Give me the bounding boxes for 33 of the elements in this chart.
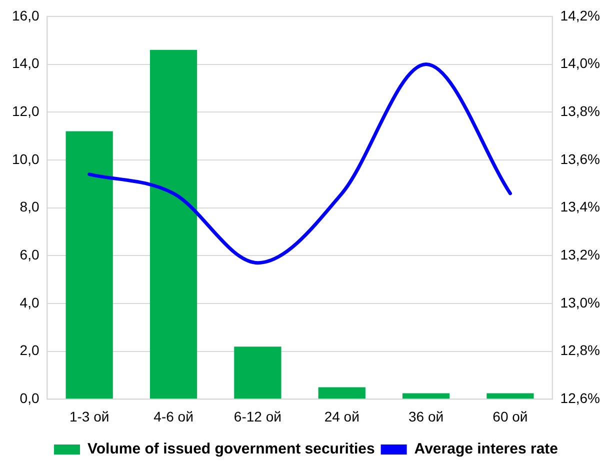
y-tick-label: 2,0	[20, 342, 40, 358]
y2-tick-label: 14,0%	[560, 55, 600, 72]
x-tick-label: 4-6 ой	[154, 408, 194, 424]
bar	[402, 393, 450, 399]
y-tick-label: 8,0	[20, 198, 40, 215]
y2-tick-label: 13,4%	[560, 198, 600, 215]
y2-tick-label: 13,8%	[560, 102, 600, 119]
y-tick-label: 4,0	[20, 294, 40, 310]
x-tick-label: 6-12 ой	[234, 408, 282, 424]
y2-tick-label: 12,8%	[560, 342, 600, 358]
y-tick-label: 16,0	[12, 7, 40, 24]
y-tick-label: 6,0	[20, 246, 40, 263]
bar	[318, 387, 366, 399]
y2-tick-label: 13,2%	[560, 246, 600, 263]
y2-tick-label: 13,0%	[560, 294, 600, 310]
bar	[234, 346, 282, 399]
y-tick-label: 0,0	[20, 390, 40, 406]
y2-tick-label: 14,2%	[560, 7, 600, 24]
y2-tick-label: 13,6%	[560, 150, 600, 167]
x-tick-label: 36 ой	[408, 408, 444, 424]
x-tick-label: 24 ой	[324, 408, 360, 424]
bar	[486, 393, 534, 399]
x-tick-label: 1-3 ой	[69, 408, 110, 424]
bar	[66, 131, 113, 399]
y-tick-label: 12,0	[12, 102, 40, 119]
legend-label: Average interes rate	[414, 440, 558, 458]
legend-label: Volume of issued government securities	[88, 440, 375, 458]
bar	[150, 50, 198, 399]
y-tick-label: 14,0	[12, 55, 40, 72]
line-series	[88, 62, 512, 265]
y2-tick-label: 12,6%	[560, 390, 600, 406]
x-tick-label: 60 ой	[492, 408, 528, 424]
y-tick-label: 10,0	[12, 150, 40, 167]
